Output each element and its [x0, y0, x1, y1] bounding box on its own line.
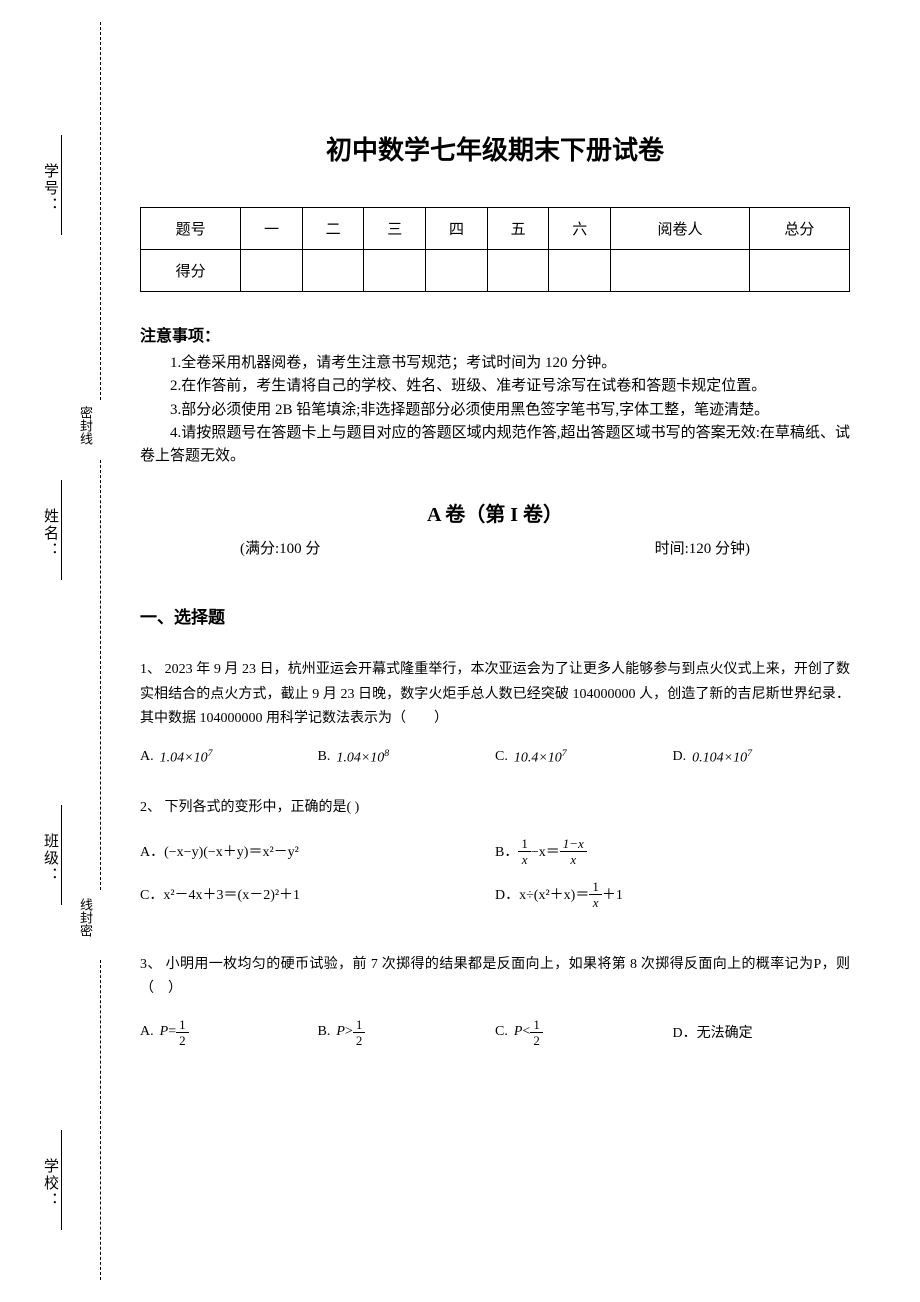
score-table: 题号 一 二 三 四 五 六 阅卷人 总分 得分: [140, 207, 850, 292]
sidebar-label: 姓名：: [40, 508, 61, 559]
option-a: A. 1.04×107: [140, 748, 318, 767]
opt-exp: 7: [562, 748, 567, 759]
option-a: A. P = 12: [140, 1018, 318, 1047]
table-header: 三: [364, 208, 426, 250]
table-cell: [364, 250, 426, 292]
exam-title: 初中数学七年级期末下册试卷: [140, 130, 850, 167]
sidebar-school: 学校：: [40, 1130, 62, 1236]
opt-text: 10.4×10: [514, 750, 562, 765]
option-d: D. 0.104×107: [673, 748, 851, 767]
table-cell: [749, 250, 849, 292]
sidebar-name: 姓名：: [40, 480, 62, 586]
instruction-item: 2.在作答前，考生请将自己的学校、姓名、班级、准考证号涂写在试卷和答题卡规定位置…: [140, 375, 850, 398]
seal-text-2: 线封密: [76, 898, 95, 937]
table-header: 总分: [749, 208, 849, 250]
opt-exp: 8: [384, 748, 389, 759]
exam-meta: (满分:100 分 时间:120 分钟): [140, 537, 850, 558]
binding-sidebar: 密封线 线封密 学号： 姓名： 班级： 学校：: [0, 0, 120, 1302]
table-header: 题号: [141, 208, 241, 250]
option-d: D．x÷(x²＋x)＝ 1x ＋1: [495, 880, 850, 909]
opt-prefix: B．: [495, 841, 518, 861]
table-header: 六: [549, 208, 611, 250]
table-cell: [302, 250, 364, 292]
sidebar-student-id: 学号：: [40, 135, 62, 241]
full-marks: (满分:100 分: [240, 537, 320, 558]
option-b: B． 1x −x＝ 1−xx: [495, 837, 850, 866]
sidebar-class: 班级：: [40, 805, 62, 911]
seal-text-1: 密封线: [76, 406, 95, 445]
table-cell: [241, 250, 303, 292]
section-a-title: A 卷（第 I 卷）: [140, 498, 850, 527]
option-a: A．(−x−y)(−x＋y)＝x²－y²: [140, 837, 495, 866]
question-1-options: A. 1.04×107 B. 1.04×108 C. 10.4×107 D. 0…: [140, 748, 850, 767]
option-b: B. 1.04×108: [318, 748, 496, 767]
section-heading: 一、选择题: [140, 603, 850, 628]
table-cell: [549, 250, 611, 292]
opt-exp: 7: [208, 748, 213, 759]
opt-text: 0.104×10: [692, 750, 747, 765]
instruction-item: 4.请按照题号在答题卡上与题目对应的答题区域内规范作答,超出答题区域书写的答案无…: [140, 422, 850, 469]
option-c: C. P < 12: [495, 1018, 673, 1047]
option-c: C．x²－4x＋3＝(x－2)²＋1: [140, 880, 495, 909]
table-cell: [611, 250, 750, 292]
sidebar-label: 班级：: [40, 833, 61, 884]
instruction-item: 3.部分必须使用 2B 铅笔填涂;非选择题部分必须使用黑色签字笔书写,字体工整，…: [140, 399, 850, 422]
question-2-options: A．(−x−y)(−x＋y)＝x²－y² B． 1x −x＝ 1−xx C．x²…: [140, 837, 850, 923]
table-row: 得分: [141, 250, 850, 292]
dashed-line-2: [100, 460, 101, 890]
table-header: 阅卷人: [611, 208, 750, 250]
exam-time: 时间:120 分钟): [655, 537, 750, 558]
table-header: 一: [241, 208, 303, 250]
opt-text: 1.04×10: [336, 750, 384, 765]
question-3: 3、 小明用一枚均匀的硬币试验，前 7 次掷得的结果都是反面向上，如果将第 8 …: [140, 953, 850, 1002]
table-cell: [426, 250, 488, 292]
table-header: 五: [487, 208, 549, 250]
sidebar-label: 学号：: [40, 163, 61, 214]
table-header: 四: [426, 208, 488, 250]
opt-exp: 7: [747, 748, 752, 759]
opt-text: 1.04×10: [160, 750, 208, 765]
dashed-line-3: [100, 960, 101, 1280]
dashed-line-1: [100, 22, 101, 400]
table-cell: 得分: [141, 250, 241, 292]
page-content: 初中数学七年级期末下册试卷 题号 一 二 三 四 五 六 阅卷人 总分 得分 注…: [140, 130, 850, 1077]
instructions-title: 注意事项：: [140, 322, 850, 346]
opt-mid: −x＝: [531, 841, 560, 861]
opt-prefix: D．x÷(x²＋x)＝: [495, 884, 589, 904]
option-b: B. P > 12: [318, 1018, 496, 1047]
question-3-options: A. P = 12 B. P > 12 C. P < 12 D．无法确定: [140, 1018, 850, 1047]
question-2: 2、 下列各式的变形中，正确的是( ): [140, 796, 850, 821]
sidebar-label: 学校：: [40, 1158, 61, 1209]
option-c: C. 10.4×107: [495, 748, 673, 767]
opt-suffix: ＋1: [602, 884, 623, 904]
option-d: D．无法确定: [673, 1018, 851, 1047]
table-header: 二: [302, 208, 364, 250]
instruction-item: 1.全卷采用机器阅卷，请考生注意书写规范；考试时间为 120 分钟。: [140, 352, 850, 375]
question-1: 1、 2023 年 9 月 23 日，杭州亚运会开幕式隆重举行，本次亚运会为了让…: [140, 658, 850, 732]
table-row: 题号 一 二 三 四 五 六 阅卷人 总分: [141, 208, 850, 250]
table-cell: [487, 250, 549, 292]
